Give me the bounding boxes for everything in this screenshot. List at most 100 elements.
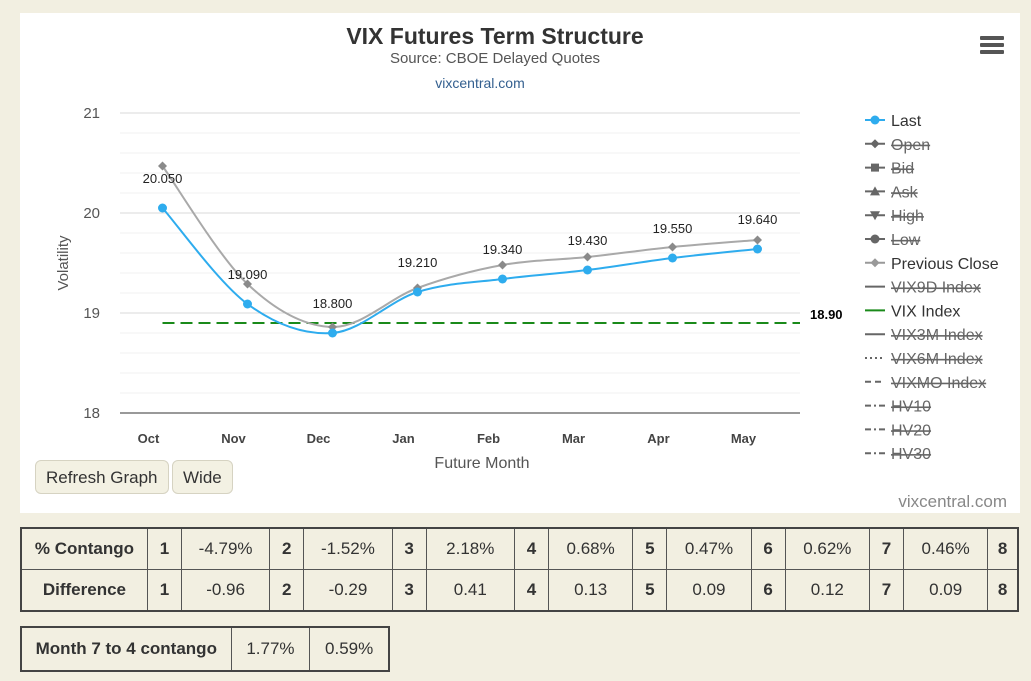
- last-point: [583, 265, 592, 275]
- month-index: 2: [269, 569, 305, 612]
- previous-close-point: [668, 242, 677, 252]
- legend-item[interactable]: VIX3M Index: [891, 327, 983, 344]
- row-label: Difference: [20, 569, 148, 612]
- last-point: [413, 287, 422, 297]
- table-cell: -4.79%: [180, 527, 271, 570]
- legend-item[interactable]: Last: [891, 113, 922, 130]
- legend-item[interactable]: VIX Index: [891, 303, 960, 320]
- x-tick-label: Oct: [138, 431, 160, 446]
- table-cell: 2.18%: [425, 527, 515, 570]
- legend-marker: [870, 139, 880, 149]
- table-cell: 0.62%: [784, 527, 870, 570]
- month-index: 6: [750, 569, 786, 612]
- data-label: 19.090: [228, 267, 268, 282]
- previous-close-point: [498, 260, 507, 270]
- previous-close-point: [583, 252, 592, 262]
- last-point: [668, 253, 677, 263]
- last-point: [328, 328, 337, 338]
- legend-item[interactable]: Bid: [891, 161, 914, 178]
- table-cell: -0.96: [180, 569, 271, 612]
- month-index: 3: [391, 527, 427, 570]
- data-label: 19.340: [483, 242, 523, 257]
- month-index: 1: [146, 569, 182, 612]
- data-label: 20.050: [143, 171, 183, 186]
- legend-marker: [871, 163, 879, 172]
- refresh-graph-button[interactable]: Refresh Graph: [35, 460, 169, 494]
- chart-panel: VIX Futures Term Structure Source: CBOE …: [20, 13, 1020, 513]
- legend-item[interactable]: VIX9D Index: [891, 280, 981, 297]
- month-index: 6: [750, 527, 786, 570]
- table-cell: 0.41: [425, 569, 515, 612]
- last-point: [753, 244, 762, 254]
- credits-link[interactable]: vixcentral.com: [898, 492, 1007, 511]
- axis-layer: 18 19 20 21 Oct Nov Dec Jan Feb Mar Apr May: [83, 105, 757, 446]
- grid-layer: [120, 112, 800, 414]
- legend-item[interactable]: Ask: [891, 184, 919, 201]
- table-row: % Contango 1 -4.79% 2 -1.52% 3 2.18% 4 0.68% 5 0.4…: [20, 527, 1019, 570]
- series-layer: [158, 161, 800, 338]
- legend-item[interactable]: HV30: [891, 446, 931, 463]
- month-index: 5: [632, 569, 668, 612]
- month-index: 4: [513, 527, 550, 570]
- vix-index-label: 18.90: [810, 307, 843, 322]
- menu-icon[interactable]: [978, 33, 1006, 57]
- legend-item[interactable]: VIXMO Index: [891, 375, 986, 392]
- x-tick-label: Dec: [307, 431, 331, 446]
- month-index: 8: [987, 527, 1019, 570]
- legend-marker: [870, 258, 880, 268]
- x-tick-label: Feb: [477, 431, 500, 446]
- x-tick-label: Nov: [221, 431, 246, 446]
- month-contango-label: Month 7 to 4 contango: [20, 626, 232, 672]
- table-row: Difference 1 -0.96 2 -0.29 3 0.41 4 0.13 5 0.09 6 0.…: [20, 569, 1019, 612]
- contango-table: % Contango 1 -4.79% 2 -1.52% 3 2.18% 4 0.68% 5 0.4…: [20, 527, 1019, 612]
- month-index: 1: [146, 527, 182, 570]
- row-label: % Contango: [20, 527, 148, 570]
- legend-item[interactable]: Open: [891, 137, 930, 154]
- x-tick-label: Apr: [647, 431, 669, 446]
- data-label: 19.550: [653, 221, 693, 236]
- data-label: 19.430: [568, 233, 608, 248]
- x-tick-label: May: [731, 431, 757, 446]
- x-tick-label: Mar: [562, 431, 585, 446]
- month-contango-value: 0.59%: [309, 626, 390, 672]
- wide-button[interactable]: Wide: [172, 460, 233, 494]
- table-cell: -1.52%: [303, 527, 393, 570]
- chart-title: VIX Futures Term Structure: [346, 23, 643, 49]
- source-link[interactable]: vixcentral.com: [435, 75, 524, 91]
- month-index: 7: [868, 569, 905, 612]
- y-tick-label: 18: [83, 405, 100, 422]
- x-tick-label: Jan: [392, 431, 414, 446]
- legend-marker: [870, 115, 880, 125]
- month-index: 7: [868, 527, 905, 570]
- month-index: 4: [513, 569, 550, 612]
- month-index: 3: [391, 569, 427, 612]
- month-index: 2: [269, 527, 305, 570]
- month-contango-value: 1.77%: [230, 626, 311, 672]
- month-index: 8: [987, 569, 1019, 612]
- table-cell: -0.29: [303, 569, 393, 612]
- last-point: [158, 203, 167, 213]
- legend-item[interactable]: VIX6M Index: [891, 351, 983, 368]
- legend: Last Open Bid Ask High Low Previous Close VIX9D…: [865, 113, 999, 463]
- table-cell: 0.47%: [666, 527, 752, 570]
- y-tick-label: 20: [83, 205, 100, 222]
- last-point: [243, 299, 252, 309]
- last-point: [498, 274, 507, 284]
- month-index: 5: [632, 527, 668, 570]
- data-label: 19.210: [398, 255, 438, 270]
- legend-item[interactable]: Low: [891, 232, 921, 249]
- legend-item[interactable]: High: [891, 208, 924, 225]
- y-tick-label: 21: [83, 105, 100, 122]
- legend-item[interactable]: HV10: [891, 399, 931, 416]
- chart-svg: VIX Futures Term Structure Source: CBOE …: [55, 23, 1007, 511]
- chart-subtitle: Source: CBOE Delayed Quotes: [390, 50, 600, 67]
- y-tick-label: 19: [83, 305, 100, 322]
- legend-item[interactable]: HV20: [891, 422, 931, 439]
- legend-item[interactable]: Previous Close: [891, 256, 999, 273]
- table-cell: 0.09: [903, 569, 989, 612]
- data-label: 18.800: [313, 296, 353, 311]
- table-cell: 0.13: [547, 569, 634, 612]
- table-cell: 0.12: [784, 569, 870, 612]
- x-axis-title: Future Month: [434, 455, 529, 472]
- previous-close-point: [158, 161, 167, 171]
